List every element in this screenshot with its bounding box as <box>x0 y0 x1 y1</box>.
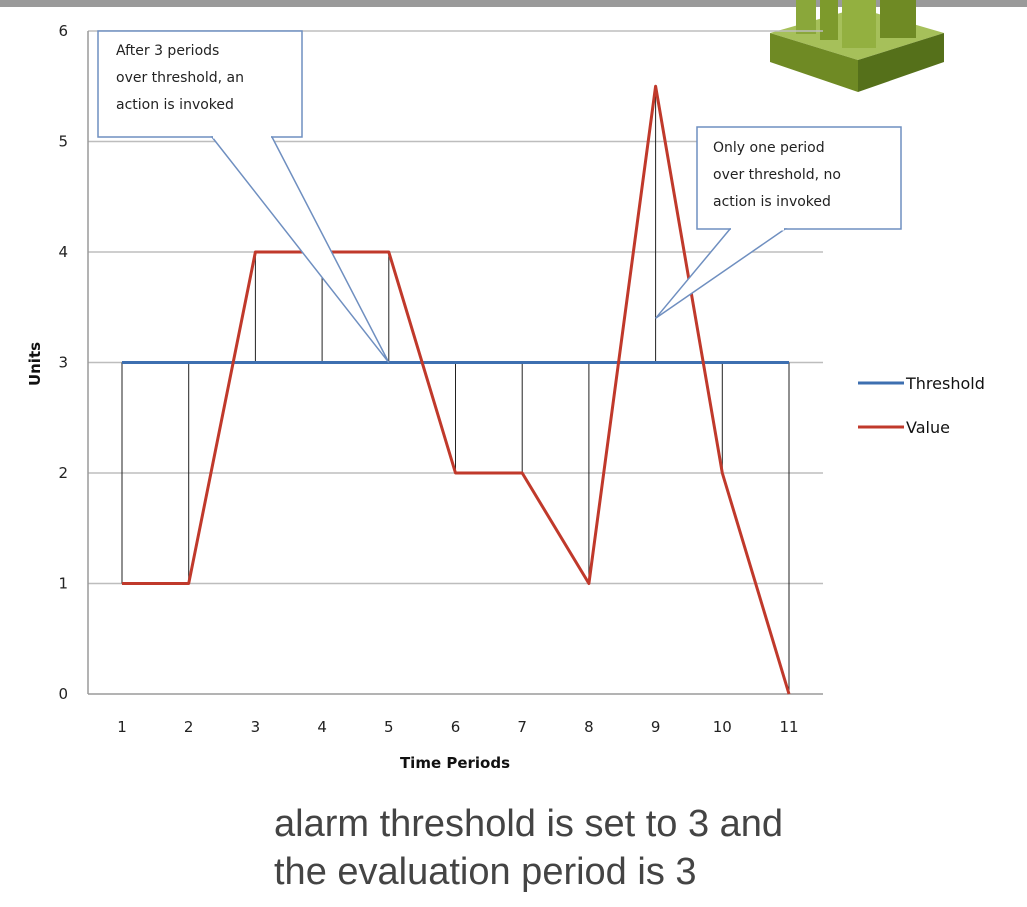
legend-label-threshold: Threshold <box>905 374 985 393</box>
callouts: After 3 periods over threshold, an action … <box>97 30 902 363</box>
caption-line-2: the evaluation period is 3 <box>274 851 697 893</box>
legend-label-value: Value <box>906 418 950 437</box>
callout-box: Only one period over threshold, no action … <box>655 126 902 319</box>
caption-line-1: alarm threshold is set to 3 and <box>274 803 784 845</box>
callout-text-line: action is invoked <box>713 194 831 210</box>
y-tick-label: 1 <box>58 575 68 593</box>
x-tick-label: 4 <box>317 718 327 736</box>
chart: 0 1 2 3 4 5 6 1 2 3 4 5 6 7 8 9 10 11 Time Periods Units Af… <box>26 22 985 772</box>
stacked-cubes-logo-icon <box>770 0 944 92</box>
y-tick-label: 2 <box>58 464 68 482</box>
callout-pointer <box>655 228 788 319</box>
series-line-value <box>122 84 791 695</box>
x-tick-label: 10 <box>713 718 732 736</box>
axes: 0 1 2 3 4 5 6 1 2 3 4 5 6 7 8 9 10 11 Time Periods Units <box>26 22 823 772</box>
x-tick-label: 1 <box>117 718 127 736</box>
x-tick-label: 11 <box>779 718 798 736</box>
x-tick-label: 6 <box>451 718 461 736</box>
callout-text-line: over threshold, no <box>713 167 841 183</box>
series <box>122 84 791 695</box>
legend: Threshold Value <box>858 374 985 437</box>
callout-box: After 3 periods over threshold, an action … <box>97 30 390 363</box>
x-tick-label: 2 <box>184 718 194 736</box>
y-tick-label: 4 <box>58 243 68 261</box>
callout-text-line: action is invoked <box>116 97 234 113</box>
y-tick-label: 6 <box>58 22 68 40</box>
slide-caption: alarm threshold is set to 3 and the eval… <box>274 800 974 896</box>
x-tick-label: 3 <box>251 718 261 736</box>
drop-lines <box>121 86 790 694</box>
callout-frame <box>97 30 303 138</box>
y-tick-label: 0 <box>58 685 68 703</box>
callout-frame <box>696 126 902 230</box>
callout-text-line: over threshold, an <box>116 70 244 86</box>
top-rule <box>0 0 1027 7</box>
x-tick-label: 7 <box>517 718 527 736</box>
x-tick-label: 8 <box>584 718 594 736</box>
callout-text-line: Only one period <box>713 140 825 156</box>
y-axis-title: Units <box>26 342 44 386</box>
x-tick-label: 9 <box>651 718 661 736</box>
x-tick-label: 5 <box>384 718 394 736</box>
y-tick-label: 3 <box>58 354 68 372</box>
y-tick-label: 5 <box>58 133 68 151</box>
callout-text-line: After 3 periods <box>116 43 219 59</box>
x-axis-title: Time Periods <box>400 754 510 772</box>
